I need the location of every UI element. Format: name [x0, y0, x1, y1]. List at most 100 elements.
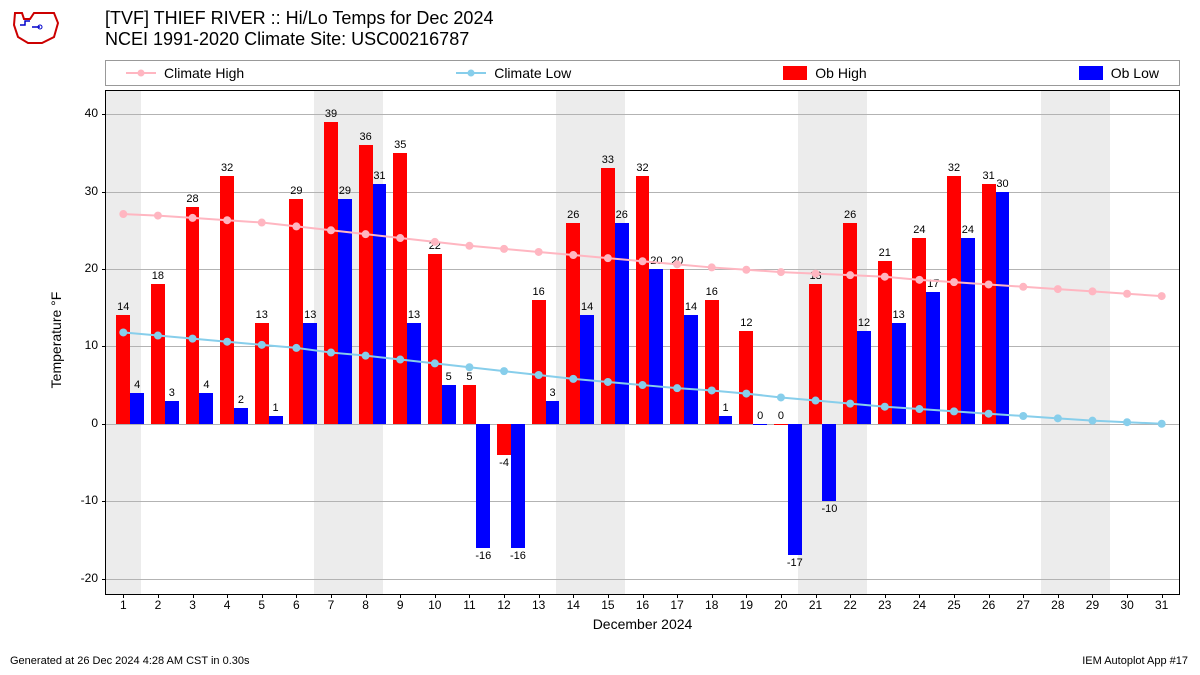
x-tick-label: 6 — [293, 598, 300, 612]
ob-high-bar — [532, 300, 546, 424]
x-tick-label: 3 — [189, 598, 196, 612]
ob-low-bar — [407, 323, 421, 424]
climate-low-line-marker — [777, 393, 785, 401]
x-tick-label: 19 — [740, 598, 753, 612]
ob-low-bar-label: 24 — [962, 224, 974, 236]
y-tick-label: 30 — [68, 184, 98, 198]
ob-low-bar-label: 0 — [757, 410, 763, 422]
ob-high-bar — [705, 300, 719, 424]
ob-high-bar-label: 0 — [778, 410, 784, 422]
climate-high-line-marker — [1019, 283, 1027, 291]
ob-low-bar-label: 1 — [723, 402, 729, 414]
ob-high-bar-label: 13 — [256, 309, 268, 321]
ob-low-bar-label: 14 — [685, 301, 697, 313]
x-tick-label: 22 — [843, 598, 856, 612]
ob-high-bar — [255, 323, 269, 424]
ob-low-bar — [580, 315, 594, 423]
ob-high-bar-label: 31 — [983, 170, 995, 182]
ob-low-bar-label: 5 — [446, 371, 452, 383]
ob-low-bar-label: 12 — [858, 317, 870, 329]
x-tick-label: 23 — [878, 598, 891, 612]
x-tick-label: 26 — [982, 598, 995, 612]
ob-high-bar — [774, 424, 788, 425]
x-tick-label: 8 — [362, 598, 369, 612]
ob-low-bar — [442, 385, 456, 424]
footer-generated-text: Generated at 26 Dec 2024 4:28 AM CST in … — [10, 655, 250, 667]
ob-high-bar-label: 18 — [152, 270, 164, 282]
ob-low-bar — [753, 424, 767, 425]
ob-low-bar-label: -16 — [475, 550, 491, 562]
ob-low-bar-label: 1 — [273, 402, 279, 414]
ob-high-bar-label: 21 — [879, 247, 891, 259]
ob-high-bar — [463, 385, 477, 424]
ob-high-bar — [186, 207, 200, 424]
ob-high-bar — [809, 284, 823, 423]
ob-low-bar-label: 17 — [927, 278, 939, 290]
ob-low-bar-label: 26 — [616, 209, 628, 221]
ob-low-bar — [234, 408, 248, 423]
ob-high-bar — [982, 184, 996, 424]
legend-ob-low: Ob Low — [1079, 65, 1159, 81]
ob-high-bar-label: 32 — [948, 162, 960, 174]
x-tick-label: 7 — [328, 598, 335, 612]
title-line-1: [TVF] THIEF RIVER :: Hi/Lo Temps for Dec… — [105, 8, 493, 29]
x-tick-label: 11 — [463, 598, 475, 612]
ob-high-bar — [670, 269, 684, 424]
climate-low-line-marker — [500, 367, 508, 375]
climate-high-line-marker — [258, 219, 266, 227]
x-tick-label: 10 — [428, 598, 441, 612]
y-tick-label: 20 — [68, 261, 98, 275]
x-tick-label: 14 — [567, 598, 580, 612]
ob-low-bar-label: 4 — [134, 379, 140, 391]
climate-low-line-marker — [1123, 418, 1131, 426]
ob-high-bar-label: 12 — [740, 317, 752, 329]
ob-low-bar — [822, 424, 836, 501]
x-tick-label: 15 — [601, 598, 614, 612]
legend-climate-high: Climate High — [126, 65, 244, 81]
ob-high-bar-label: 16 — [706, 286, 718, 298]
ob-low-bar-label: 14 — [581, 301, 593, 313]
ob-low-bar-label: 13 — [408, 309, 420, 321]
legend-ob-high: Ob High — [783, 65, 866, 81]
ob-low-bar — [303, 323, 317, 424]
iem-logo — [10, 5, 60, 45]
ob-high-bar — [428, 254, 442, 424]
ob-low-bar-label: 13 — [304, 309, 316, 321]
ob-low-bar — [649, 269, 663, 424]
ob-low-bar — [892, 323, 906, 424]
ob-low-bar — [269, 416, 283, 424]
ob-low-bar — [857, 331, 871, 424]
ob-high-bar — [947, 176, 961, 424]
legend-climate-low: Climate Low — [456, 65, 571, 81]
x-tick-label: 16 — [636, 598, 649, 612]
ob-low-bar-label: 4 — [203, 379, 209, 391]
title-line-2: NCEI 1991-2020 Climate Site: USC00216787 — [105, 29, 493, 50]
x-tick-label: 12 — [497, 598, 510, 612]
ob-high-bar-label: 26 — [844, 209, 856, 221]
ob-high-bar-label: 32 — [221, 162, 233, 174]
ob-high-bar-label: 36 — [359, 131, 371, 143]
ob-high-bar-label: 20 — [671, 255, 683, 267]
ob-high-bar-label: 14 — [117, 301, 129, 313]
ob-high-bar — [636, 176, 650, 424]
gridline — [106, 579, 1179, 580]
ob-low-bar-label: 3 — [169, 387, 175, 399]
ob-high-bar-label: 35 — [394, 139, 406, 151]
ob-low-bar — [961, 238, 975, 424]
x-tick-label: 28 — [1051, 598, 1064, 612]
ob-high-bar — [843, 223, 857, 424]
footer-app-text: IEM Autoplot App #17 — [1082, 655, 1188, 667]
x-tick-label: 27 — [1017, 598, 1030, 612]
ob-high-bar-label: 16 — [533, 286, 545, 298]
x-tick-label: 31 — [1155, 598, 1168, 612]
ob-low-bar — [373, 184, 387, 424]
ob-high-bar — [151, 284, 165, 423]
ob-high-bar-label: -4 — [499, 457, 509, 469]
ob-low-bar — [684, 315, 698, 423]
ob-high-bar — [878, 261, 892, 424]
ob-high-bar — [116, 315, 130, 423]
weekend-band — [1041, 91, 1110, 594]
ob-low-bar — [926, 292, 940, 424]
x-tick-label: 30 — [1120, 598, 1133, 612]
chart-plot-area: 1234567891011121314151617181920212223242… — [105, 90, 1180, 595]
